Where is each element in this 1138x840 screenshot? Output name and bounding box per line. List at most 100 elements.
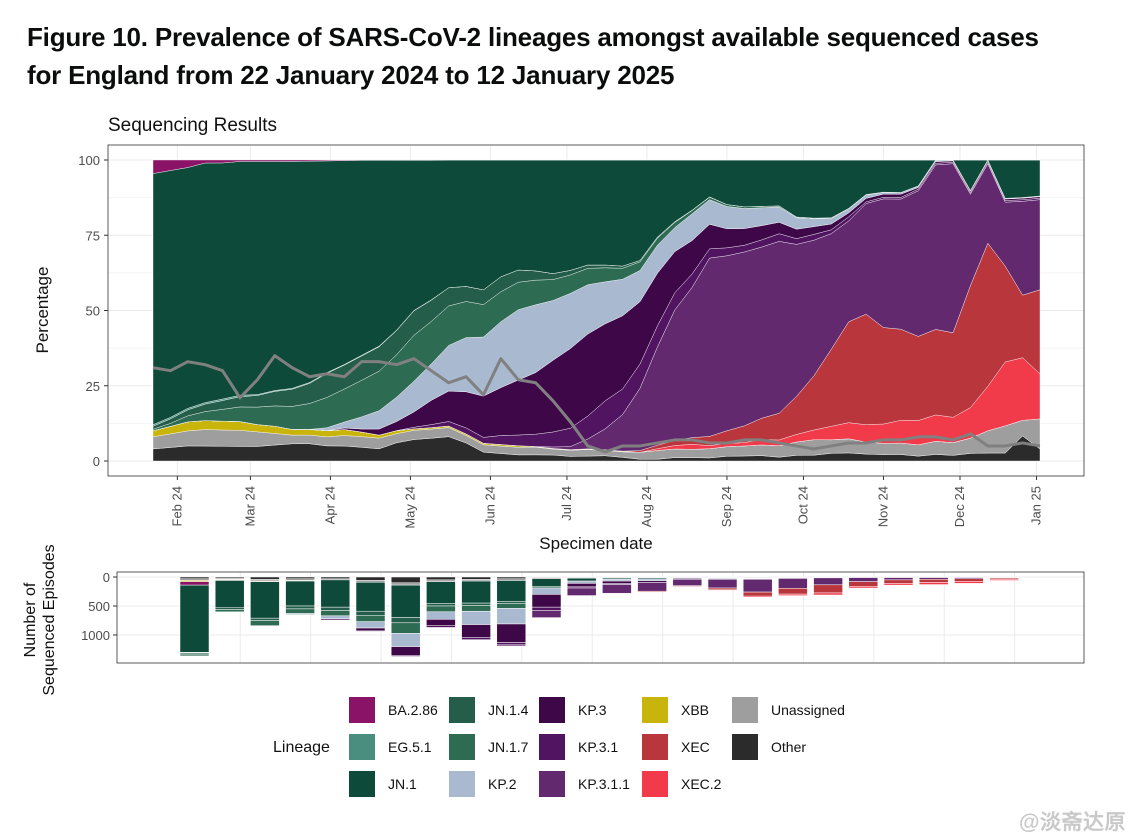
legend-swatch: [641, 696, 669, 724]
bar-segment-jn-1-4: [390, 617, 421, 624]
bar-segment-other: [285, 576, 315, 579]
legend-label: KP.3: [578, 702, 607, 718]
bar-segment-kp-2: [566, 580, 597, 584]
main-y-tick-label: 100: [78, 153, 100, 168]
bar-segment-jn-1-4: [496, 601, 527, 604]
bar-segment-kp-3-1-1: [566, 587, 597, 596]
bar-segment-other: [390, 576, 421, 584]
overlay-line: [152, 354, 1041, 454]
legend-swatch: [448, 696, 476, 724]
bar-segment-xec-2: [813, 592, 843, 596]
bar-segment-kp-3-1-1: [918, 577, 949, 580]
bar-segment-kp-3-1: [426, 625, 456, 628]
legend-item-eg-5-1: EG.5.1: [348, 733, 432, 761]
bar-segment-jn-1-7: [531, 586, 562, 589]
bar-segment-jn-1-4: [320, 606, 351, 611]
bar-segment-other: [496, 576, 527, 579]
bar-segment-xec: [918, 579, 949, 583]
bar-segment-jn-1-4: [461, 602, 491, 606]
bar-segment-jn-1-7: [320, 610, 351, 617]
bar-segment-kp-3-1-1: [496, 644, 527, 647]
bar-segment-xec: [848, 581, 879, 587]
bar-segment-kp-2: [637, 578, 667, 582]
bar-segment-xec-2: [989, 579, 1019, 581]
bar-chart-panel: 0 500 1000: [81, 570, 1085, 664]
bar-segment-xec: [813, 584, 843, 594]
bar-segment-kp-3: [355, 627, 386, 632]
legend-item-kp-3: KP.3: [538, 696, 607, 724]
bar-segment-jn-1-7: [250, 620, 280, 626]
legend-swatch: [538, 733, 566, 761]
bar-segment-kp-2: [602, 579, 632, 582]
bar-segment-xec: [778, 588, 808, 595]
bar-segment-kp-3-1: [461, 637, 491, 640]
main-x-tick-label: Feb 24: [169, 486, 184, 526]
bar-segment-jn-1: [285, 580, 315, 607]
main-y-tick-label: 25: [86, 379, 100, 394]
bar-y-axis-label: Number of Sequenced Episodes: [22, 544, 58, 695]
bar-segment-kp-3-1-1: [672, 579, 703, 586]
bar-segment-kp-3-1-1: [531, 610, 562, 618]
bar-segment-jn-1: [461, 580, 491, 604]
bar-segment-jn-1: [250, 581, 280, 619]
bar-segment-kp-2: [496, 608, 527, 625]
main-y-tick-label: 0: [93, 454, 100, 469]
legend-label: KP.3.1: [578, 739, 619, 755]
legend-swatch: [348, 733, 376, 761]
bar-segment-ba-2-86: [179, 581, 210, 586]
bar-segment-xec-2: [778, 593, 808, 596]
bar-segment-kp-3: [320, 618, 351, 621]
main-x-tick-label: Aug 24: [639, 486, 654, 527]
main-x-axis-label: Specimen date: [539, 534, 652, 553]
legend-swatch: [538, 770, 566, 798]
bar-segment-other: [426, 576, 456, 581]
bar-segment-kp-3-1-1: [742, 579, 773, 593]
bar-segment-unassigned: [496, 578, 527, 581]
area-series-ba-2-86: [152, 159, 1040, 174]
legend-swatch: [448, 733, 476, 761]
legend-label: JN.1: [388, 776, 417, 792]
bar-segment-jn-1-7: [214, 609, 245, 613]
bar-segment-other: [179, 576, 210, 579]
bar-segment-kp-3-1-1: [778, 578, 808, 589]
main-x-tick-label: Oct 24: [795, 486, 810, 524]
legend-label: Unassigned: [771, 702, 845, 718]
bar-segment-kp-3: [426, 619, 456, 626]
bar-segment-kp-2: [285, 613, 315, 615]
bar-segment-kp-3-1-1: [883, 577, 914, 581]
bar-y-axis-label-group: Number of Sequenced Episodes: [22, 544, 58, 695]
bar-segment-jn-1: [566, 577, 597, 582]
legend-item-xec: XEC: [641, 733, 710, 761]
legend-item-other: Other: [731, 733, 806, 761]
main-x-tick-label: May 24: [402, 486, 417, 529]
bar-segment-unassigned: [250, 579, 280, 582]
bar-segment-unassigned: [179, 578, 210, 581]
bar-segment-jn-1: [496, 580, 527, 602]
legend-swatch: [348, 696, 376, 724]
legend-label: EG.5.1: [388, 739, 432, 755]
legend-item-xbb: XBB: [641, 696, 709, 724]
bar-segment-xec: [883, 579, 914, 584]
main-x-tick-label: Sep 24: [719, 486, 734, 527]
bar-segment-kp-3: [602, 580, 632, 584]
bar-y-tick-label: 500: [88, 599, 110, 614]
legend-item-jn-1: JN.1: [348, 770, 417, 798]
bar-segment-kp-3: [461, 624, 491, 638]
legend-label: JN.1.4: [488, 702, 529, 718]
legend-swatch: [641, 770, 669, 798]
main-y-axis-label: Percentage: [33, 267, 52, 354]
bar-segment-jn-1-7: [179, 653, 210, 657]
main-x-tick-label: Nov 24: [875, 486, 890, 527]
bar-segment-unassigned: [285, 578, 315, 581]
legend-swatch: [538, 696, 566, 724]
bar-segment-kp-2: [355, 621, 386, 629]
bar-segment-kp-2: [426, 611, 456, 620]
bar-segment-kp-3-1: [496, 642, 527, 646]
bar-segment-jn-1-7: [426, 605, 456, 613]
bar-segment-xec-2: [707, 589, 738, 591]
bar-segment-xec: [742, 591, 773, 597]
legend-label: KP.2: [488, 776, 517, 792]
main-area-chart-panel: 0 25 50 75 100 Feb 24 Mar 24 Apr 24 May 24 Jun 24…: [78, 144, 1085, 529]
bar-segment-jn-1-7: [355, 615, 386, 622]
bar-segment-other: [320, 576, 351, 579]
